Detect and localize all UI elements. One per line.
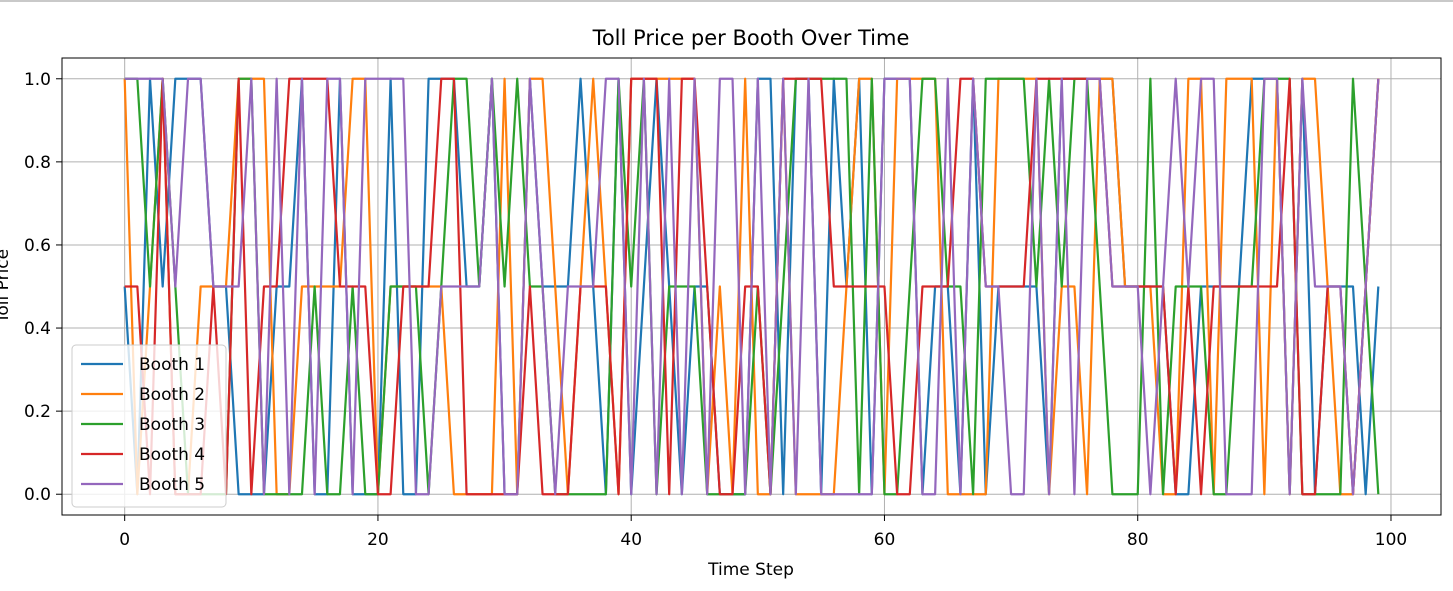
x-tick-label: 60 [874, 530, 896, 550]
y-tick-label: 0.6 [24, 236, 51, 256]
x-axis-title: Time Step [707, 560, 794, 580]
legend-box [71, 344, 227, 508]
y-tick-label: 0.0 [24, 485, 51, 505]
legend-label-booth-5: Booth 5 [139, 475, 205, 495]
y-tick-label: 0.4 [24, 319, 51, 339]
legend-label-booth-4: Booth 4 [139, 445, 205, 465]
x-tick-label: 40 [620, 530, 642, 550]
y-tick-label: 0.8 [24, 153, 51, 173]
chart-title: Toll Price per Booth Over Time [592, 26, 910, 50]
x-tick-label: 80 [1127, 530, 1149, 550]
legend: Booth 1 Booth 2 Booth 3 Booth 4 Booth 5 [71, 344, 227, 508]
legend-label-booth-3: Booth 3 [139, 415, 205, 435]
series-lines [123, 77, 1380, 496]
y-axis-title: Toll Price [0, 249, 13, 324]
legend-label-booth-2: Booth 2 [139, 385, 205, 405]
x-axis-ticks: 0 20 40 60 80 100 [119, 515, 1407, 550]
x-tick-label: 0 [119, 530, 130, 550]
y-axis-ticks: 0.0 0.2 0.4 0.6 0.8 1.0 [24, 70, 62, 505]
legend-label-booth-1: Booth 1 [139, 355, 205, 375]
y-tick-label: 1.0 [24, 70, 51, 90]
window-top-border [0, 0, 1453, 2]
y-tick-label: 0.2 [24, 402, 51, 422]
x-tick-label: 20 [367, 530, 389, 550]
gridlines [62, 58, 1441, 515]
plot-frame [61, 57, 1442, 516]
x-tick-label: 100 [1375, 530, 1407, 550]
series-line-booth-5 [124, 77, 1380, 496]
